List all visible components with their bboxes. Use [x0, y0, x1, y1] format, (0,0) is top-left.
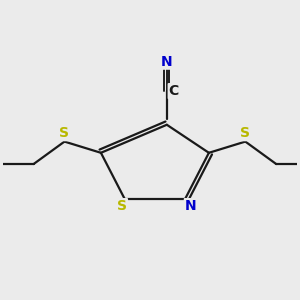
Text: S: S	[59, 126, 70, 140]
Text: N: N	[161, 55, 172, 69]
Text: C: C	[169, 84, 179, 98]
Text: S: S	[240, 126, 250, 140]
Text: S: S	[117, 199, 127, 213]
Text: N: N	[185, 199, 197, 213]
